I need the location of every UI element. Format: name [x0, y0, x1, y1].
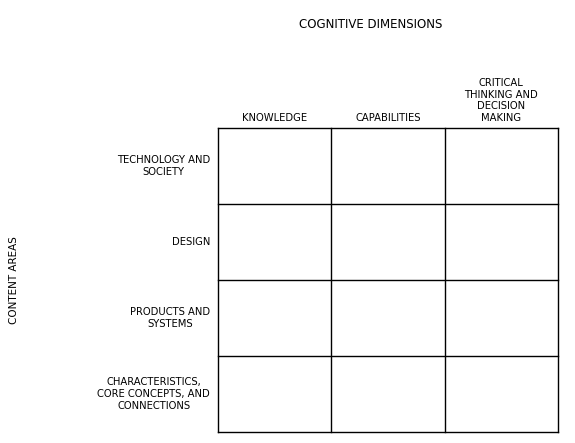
Text: DESIGN: DESIGN	[171, 237, 210, 247]
Text: CRITICAL
THINKING AND
DECISION
MAKING: CRITICAL THINKING AND DECISION MAKING	[465, 78, 538, 123]
Text: CAPABILITIES: CAPABILITIES	[355, 113, 421, 123]
Text: COGNITIVE DIMENSIONS: COGNITIVE DIMENSIONS	[300, 18, 443, 31]
Text: TECHNOLOGY AND
SOCIETY: TECHNOLOGY AND SOCIETY	[117, 155, 210, 177]
Text: CHARACTERISTICS,
CORE CONCEPTS, AND
CONNECTIONS: CHARACTERISTICS, CORE CONCEPTS, AND CONN…	[97, 377, 210, 411]
Text: PRODUCTS AND
SYSTEMS: PRODUCTS AND SYSTEMS	[130, 307, 210, 329]
Text: KNOWLEDGE: KNOWLEDGE	[242, 113, 307, 123]
Text: CONTENT AREAS: CONTENT AREAS	[9, 236, 19, 324]
